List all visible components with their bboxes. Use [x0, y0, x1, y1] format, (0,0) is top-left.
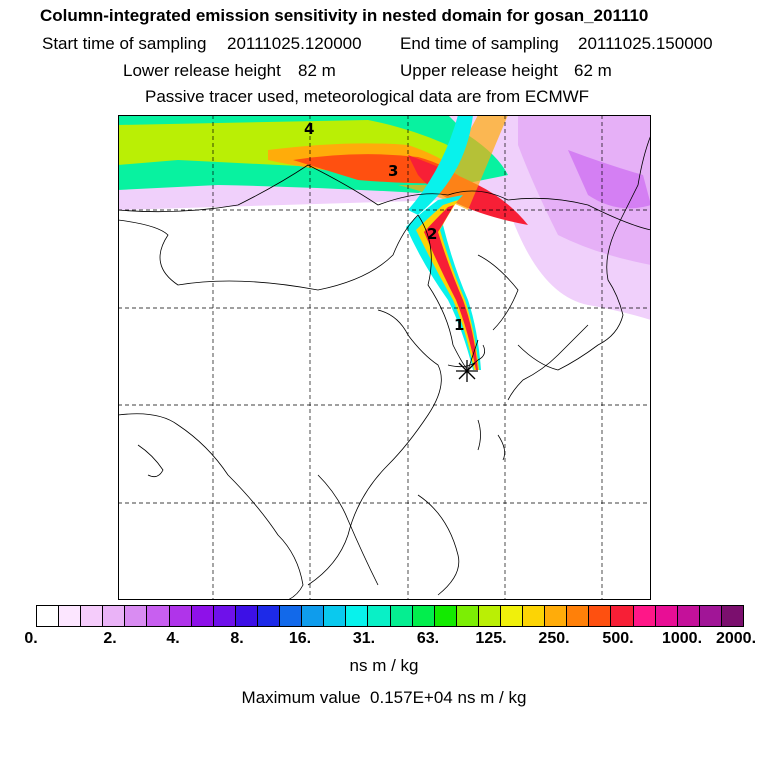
- max-value: 0.157E+04: [370, 688, 453, 707]
- tracer-note: Passive tracer used, meteorological data…: [145, 87, 590, 106]
- colorbar-segment: [59, 606, 82, 626]
- colorbar: [36, 605, 744, 627]
- lat-lon-grid: [118, 115, 651, 600]
- colorbar-segment: [456, 606, 479, 626]
- colorbar-segment: [434, 606, 457, 626]
- emission-sensitivity-map: 1 2 3 4: [118, 115, 651, 600]
- trajectory-label-3: 3: [388, 162, 398, 180]
- trajectory-label-2: 2: [427, 225, 437, 243]
- colorbar-tick-31: 31.: [352, 630, 376, 647]
- colorbar-tick-4: 4.: [166, 630, 180, 647]
- colorbar-segment: [346, 606, 369, 626]
- colorbar-segment: [611, 606, 634, 626]
- colorbar-tick-2000: 2000.: [715, 630, 757, 647]
- colorbar-tick-2: 2.: [103, 630, 117, 647]
- colorbar-segment: [545, 606, 568, 626]
- colorbar-segment: [478, 606, 501, 626]
- colorbar-segment: [81, 606, 104, 626]
- colorbar-segment: [213, 606, 236, 626]
- plume-ribbon-red: [424, 205, 478, 370]
- sensitivity-patch-northeast: [518, 115, 651, 265]
- colorbar-tick-1000: 1000.: [661, 630, 703, 647]
- lower-release-value: 82 m: [298, 61, 336, 80]
- colorbar-segment: [147, 606, 170, 626]
- colorbar-segment: [191, 606, 214, 626]
- max-label: Maximum value: [241, 688, 361, 707]
- colorbar-segment: [37, 606, 60, 626]
- colorbar-segment: [235, 606, 258, 626]
- colorbar-segment: [633, 606, 656, 626]
- end-time-label: End time of sampling: [400, 34, 559, 53]
- colorbar-segment: [500, 606, 524, 626]
- end-time-value: 20111025.150000: [578, 34, 713, 53]
- plume-north-leg: [408, 115, 473, 215]
- colorbar-segment: [169, 606, 192, 626]
- start-time-label: Start time of sampling: [42, 34, 207, 53]
- coastlines: [118, 134, 651, 600]
- asterisk-star-icon: [456, 360, 478, 382]
- upper-release-value: 62 m: [574, 61, 612, 80]
- colorbar-tick-0: 0.: [24, 630, 38, 647]
- colorbar-segment: [125, 606, 148, 626]
- colorbar-segment: [324, 606, 347, 626]
- colorbar-segment: [257, 606, 281, 626]
- colorbar-tick-500: 500.: [602, 630, 634, 647]
- colorbar-segment: [699, 606, 722, 626]
- colorbar-segment: [390, 606, 413, 626]
- colorbar-segment: [677, 606, 700, 626]
- map-canvas: 1 2 3 4: [118, 115, 651, 600]
- colorbar-tick-8: 8.: [230, 630, 244, 647]
- map-border: [118, 115, 651, 600]
- upper-release-label: Upper release height: [400, 61, 558, 80]
- colorbar-segment: [589, 606, 612, 626]
- colorbar-segment: [103, 606, 126, 626]
- colorbar-tick-125: 125.: [475, 630, 507, 647]
- colorbar-tick-250: 250.: [538, 630, 570, 647]
- sensitivity-patch-east: [568, 150, 651, 209]
- max-unit: ns m / kg: [457, 688, 527, 707]
- colorbar-tick-16: 16.: [288, 630, 312, 647]
- colorbar-segment: [302, 606, 325, 626]
- trajectory-label-4: 4: [304, 120, 314, 138]
- colorbar-tick-63: 63.: [416, 630, 440, 647]
- colorbar-unit: ns m / kg: [349, 656, 419, 675]
- trajectory-label-1: 1: [454, 316, 464, 334]
- colorbar-segment: [567, 606, 590, 626]
- colorbar-segment: [523, 606, 546, 626]
- colorbar-segment: [655, 606, 678, 626]
- colorbar-segment: [412, 606, 435, 626]
- maximum-value-line: Maximum value 0.157E+04 ns m / kg: [0, 688, 768, 708]
- colorbar-segment: [368, 606, 391, 626]
- colorbar-segment: [280, 606, 303, 626]
- start-time-value: 20111025.120000: [227, 34, 362, 53]
- lower-release-label: Lower release height: [123, 61, 281, 80]
- colorbar-segment: [721, 606, 743, 626]
- plot-title: Column-integrated emission sensitivity i…: [40, 6, 649, 25]
